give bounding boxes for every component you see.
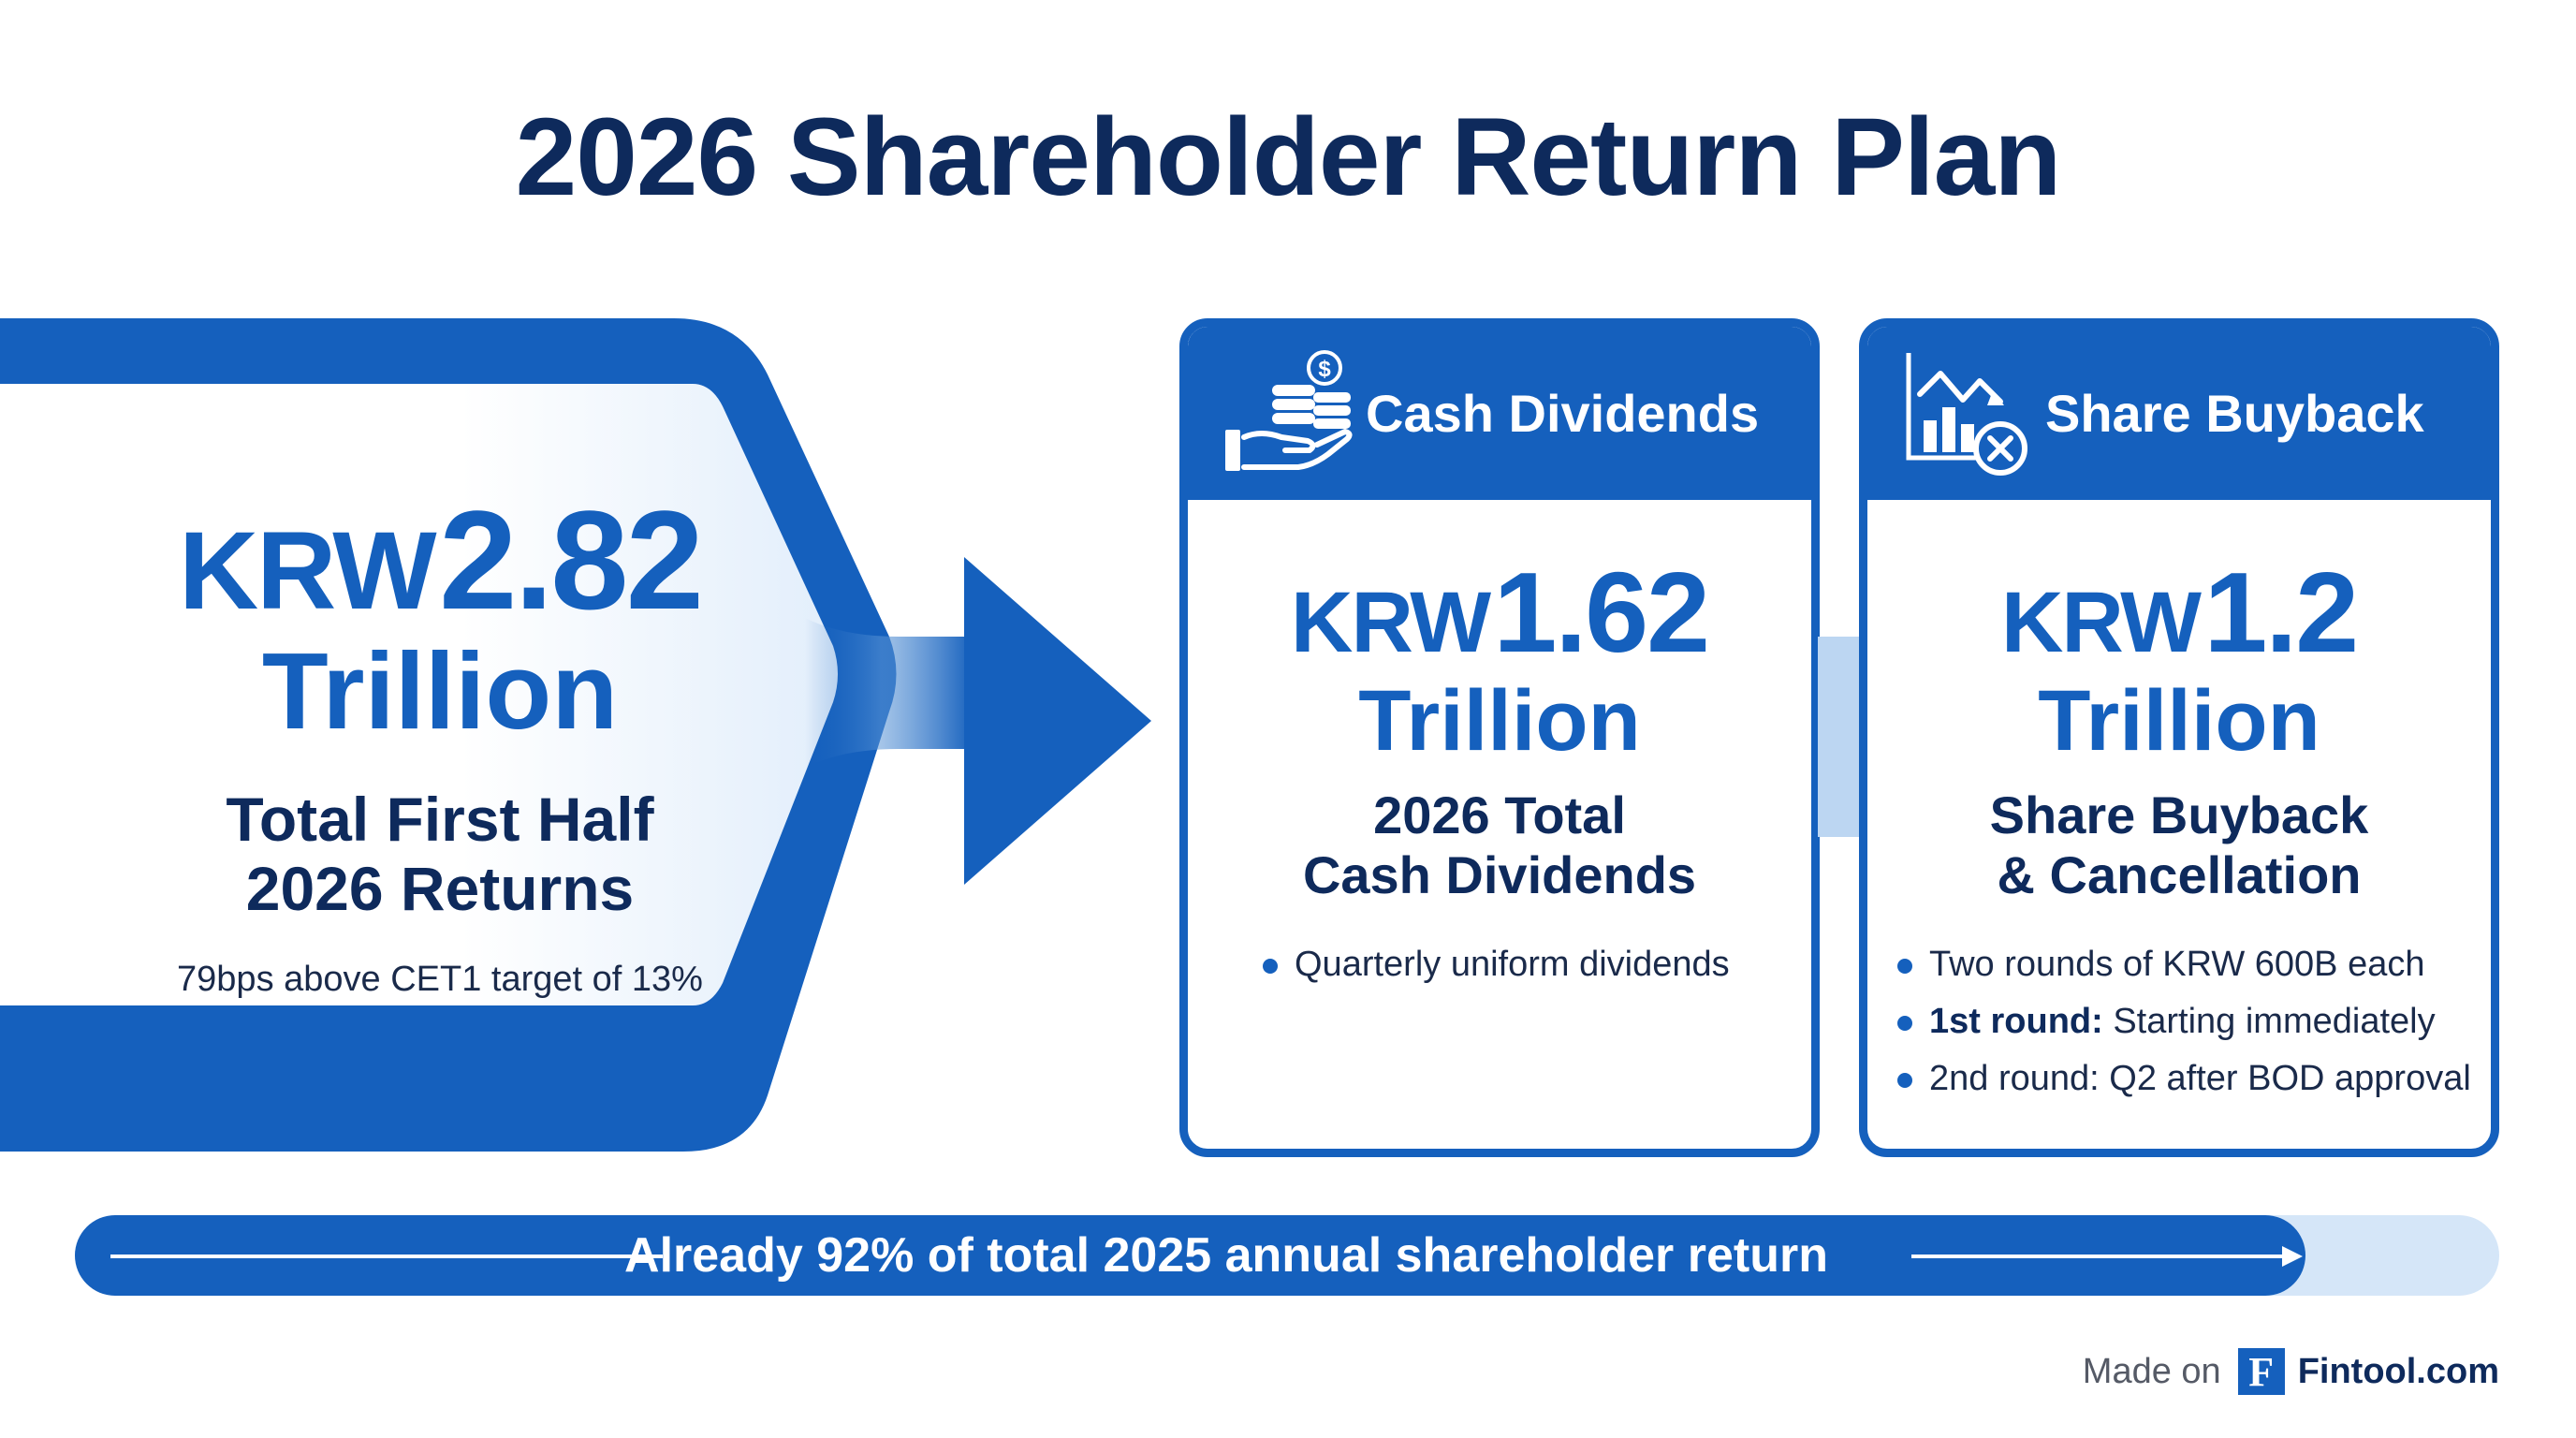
total-label-line2: 2026 Returns bbox=[245, 854, 635, 924]
total-amount: KRW 2.82 Trillion bbox=[56, 486, 824, 752]
total-note: 79bps above CET1 target of 13% bbox=[177, 960, 703, 1000]
total-currency: KRW bbox=[178, 509, 437, 633]
cash-dividends-header: $ Cash Dividends bbox=[1188, 327, 1811, 500]
cash-dividends-desc: 2026 Total Cash Dividends bbox=[1188, 785, 1811, 905]
page-title: 2026 Shareholder Return Plan bbox=[515, 95, 2062, 219]
total-value: 2.82 bbox=[439, 481, 704, 638]
share-buyback-bullets: Two rounds of KRW 600B each 1st round: S… bbox=[1897, 945, 2471, 1116]
total-arrow-graphic bbox=[0, 318, 1151, 1152]
cash-dividends-value: 1.62 bbox=[1493, 549, 1710, 676]
share-buyback-currency: KRW bbox=[2000, 575, 2202, 670]
progress-line-left bbox=[110, 1255, 663, 1258]
cash-dividends-desc-line1: 2026 Total bbox=[1373, 785, 1626, 844]
cash-dividends-title: Cash Dividends bbox=[1366, 384, 1760, 443]
total-label: Total First Half 2026 Returns bbox=[56, 785, 824, 924]
svg-text:$: $ bbox=[1318, 357, 1331, 382]
share-buyback-unit: Trillion bbox=[2038, 672, 2320, 769]
cash-dividends-currency: KRW bbox=[1291, 575, 1491, 670]
footer-attribution: Made on F Fintool.com bbox=[2083, 1348, 2499, 1395]
cash-dividends-amount: KRW 1.62 Trillion bbox=[1188, 549, 1811, 769]
progress-text: Already 92% of total 2025 annual shareho… bbox=[624, 1228, 1828, 1283]
share-buyback-title: Share Buyback bbox=[2045, 384, 2424, 443]
cash-dividends-bullets: Quarterly uniform dividends bbox=[1263, 945, 1730, 1002]
cash-dividends-desc-line2: Cash Dividends bbox=[1302, 844, 1697, 904]
list-item: 2nd round: Q2 after BOD approval bbox=[1897, 1059, 2471, 1099]
progress-line-right bbox=[1911, 1255, 2286, 1258]
list-item: 1st round: Starting immediately bbox=[1897, 1002, 2471, 1042]
list-item: Two rounds of KRW 600B each bbox=[1897, 945, 2471, 985]
share-buyback-desc: Share Buyback & Cancellation bbox=[1867, 785, 2491, 905]
total-returns-block: KRW 2.82 Trillion Total First Half 2026 … bbox=[56, 486, 824, 1000]
share-buyback-header: Share Buyback bbox=[1867, 327, 2491, 500]
card-connector bbox=[1818, 637, 1861, 837]
total-unit: Trillion bbox=[261, 629, 619, 752]
share-buyback-amount: KRW 1.2 Trillion bbox=[1867, 549, 2491, 769]
coins-hand-icon: $ bbox=[1225, 350, 1353, 471]
total-label-line1: Total First Half bbox=[226, 785, 654, 855]
progress-arrow-icon bbox=[2282, 1246, 2303, 1267]
share-buyback-card: Share Buyback KRW 1.2 Trillion Share Buy… bbox=[1859, 318, 2499, 1157]
share-buyback-desc-line2: & Cancellation bbox=[1997, 844, 2362, 904]
cash-dividends-unit: Trillion bbox=[1358, 672, 1641, 769]
list-item: Quarterly uniform dividends bbox=[1263, 945, 1730, 985]
cash-dividends-card: $ Cash Dividends KRW 1.62 Trillion 2026 … bbox=[1179, 318, 1820, 1157]
chart-cancel-icon bbox=[1906, 353, 2027, 476]
brand-link[interactable]: Fintool.com bbox=[2297, 1351, 2499, 1391]
made-on-text: Made on bbox=[2082, 1351, 2221, 1391]
fintool-logo-icon: F bbox=[2237, 1348, 2285, 1395]
share-buyback-desc-line1: Share Buyback bbox=[1989, 785, 2369, 844]
share-buyback-value: 1.2 bbox=[2203, 549, 2359, 676]
